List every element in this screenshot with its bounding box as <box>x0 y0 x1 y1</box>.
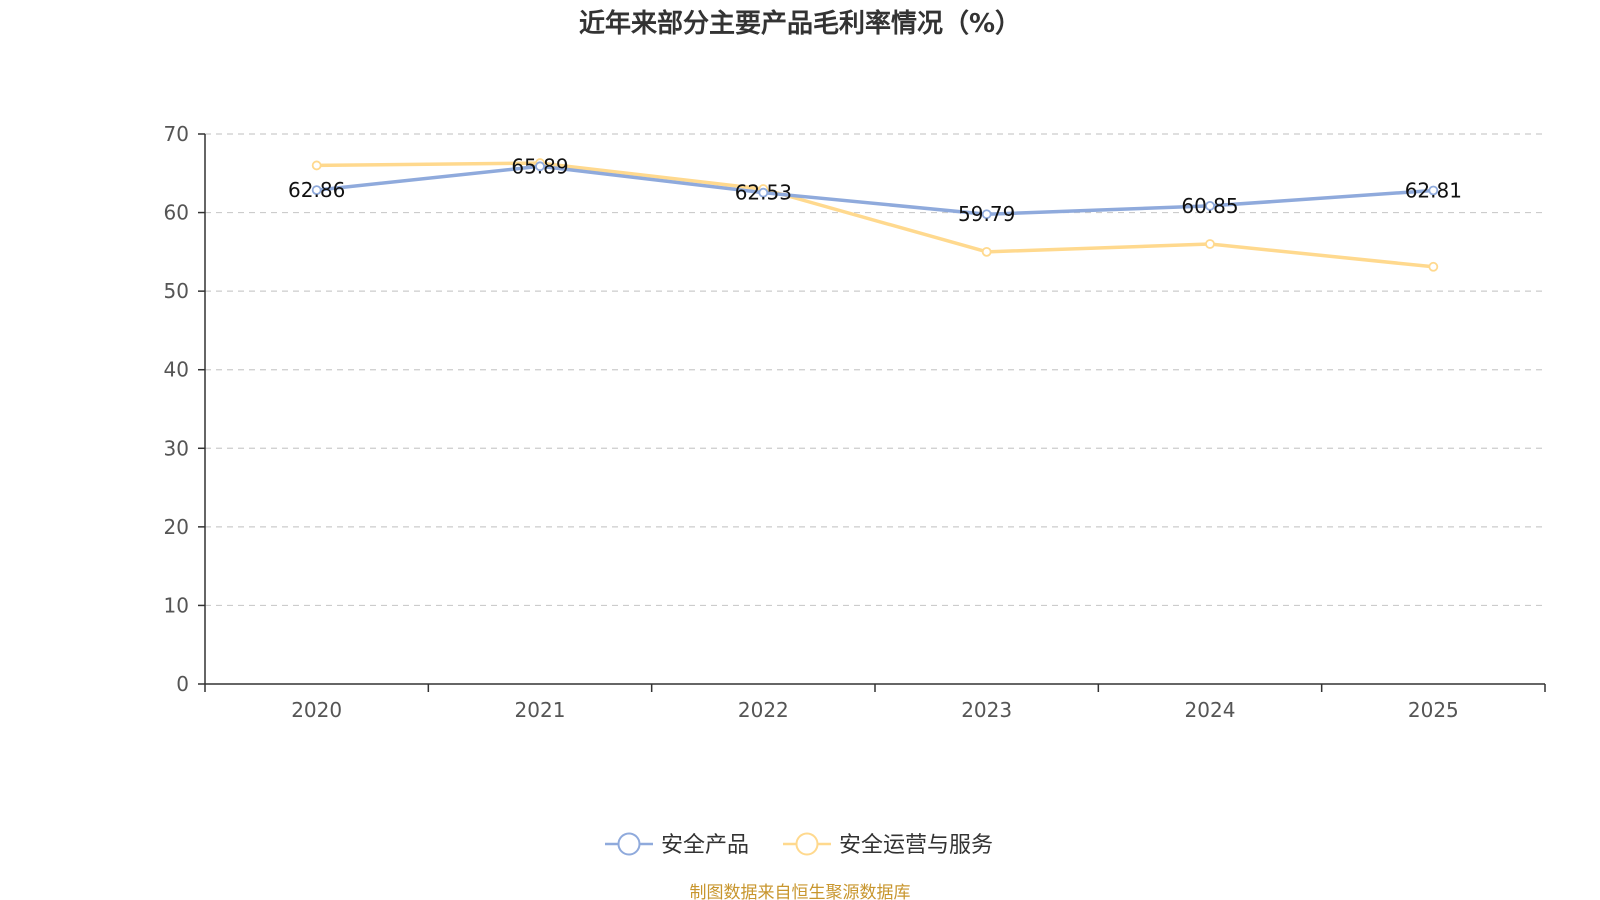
data-label: 59.79 <box>958 202 1015 226</box>
y-tick-label: 0 <box>176 672 189 696</box>
x-tick-label: 2024 <box>1185 698 1236 722</box>
data-point <box>1205 239 1215 249</box>
y-tick-label: 60 <box>164 201 189 225</box>
data-point <box>311 185 322 196</box>
data-label: 62.53 <box>735 181 792 205</box>
data-point <box>1428 185 1439 196</box>
source-note: 制图数据来自恒生聚源数据库 <box>690 883 911 900</box>
data-label: 60.85 <box>1181 194 1238 218</box>
data-label: 65.89 <box>511 154 568 178</box>
data-label: 62.81 <box>1405 178 1462 202</box>
series-line-1 <box>314 161 1436 269</box>
legend-marker-icon <box>795 832 819 856</box>
legend: 安全产品 安全运营与服务 <box>605 832 993 858</box>
x-tick-label: 2025 <box>1408 698 1459 722</box>
series-line-0 <box>314 164 1436 216</box>
data-point <box>1428 261 1439 272</box>
legend-label: 安全运营与服务 <box>839 833 993 858</box>
x-tick-label: 2023 <box>961 698 1012 722</box>
y-tick-label: 50 <box>164 279 189 303</box>
y-tick-label: 70 <box>164 122 189 146</box>
data-point <box>311 160 322 171</box>
data-point <box>758 187 769 198</box>
data-point <box>981 246 992 257</box>
data-point <box>535 161 545 172</box>
data-point <box>981 209 992 220</box>
grid-lines <box>205 133 1545 607</box>
y-tick-label: 30 <box>164 436 189 460</box>
x-tick-label: 2021 <box>515 698 566 722</box>
data-point <box>1205 200 1215 211</box>
x-tick-label: 2020 <box>291 698 342 722</box>
legend-label: 安全产品 <box>661 833 749 858</box>
x-tick-label: 2022 <box>738 698 789 722</box>
data-labels: 62.86 65.89 62.53 59.79 60.85 62.81 <box>288 154 1462 226</box>
y-tick-label: 40 <box>164 358 189 382</box>
chart-title: 近年来部分主要产品毛利率情况（%） <box>579 8 1021 39</box>
data-label: 62.86 <box>288 178 345 202</box>
legend-marker-icon <box>617 832 641 856</box>
series-lines <box>311 158 1439 272</box>
y-tick-label: 20 <box>164 515 189 539</box>
axes: 0 10 20 30 40 50 60 70 2020 2021 2022 2023 2024 2025 <box>164 122 1546 722</box>
y-tick-label: 10 <box>164 593 189 617</box>
